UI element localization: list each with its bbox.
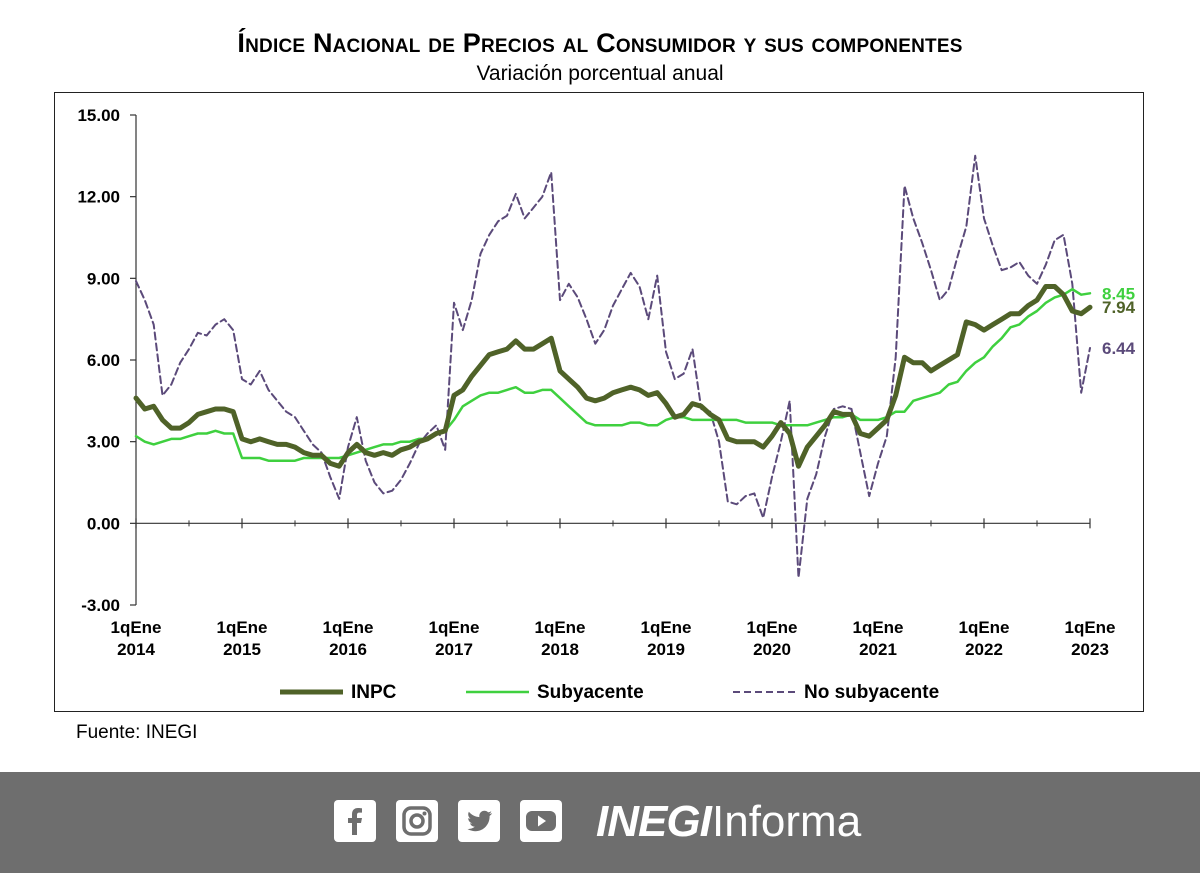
brand-logo-bold: INEGI (596, 797, 712, 846)
x-tick-label: 2017 (435, 640, 473, 659)
chart-svg: 15.00 12.00 9.00 6.00 3.00 0.00 -3.00 1qEne 2014… (77, 106, 1136, 703)
source-note: Fuente: INEGI (76, 722, 198, 743)
chart-legend: INPC Subyacente No subyacente (280, 682, 939, 703)
x-tick-label: 2022 (965, 640, 1003, 659)
x-tick-label: 2021 (859, 640, 897, 659)
x-tick-label: 2016 (329, 640, 367, 659)
chart-labels: 7.948.45 6.44 (1102, 284, 1136, 358)
chart-frame: 15.00 12.00 9.00 6.00 3.00 0.00 -3.00 1qEne 2014… (54, 92, 1144, 712)
chart-series (133, 154, 1093, 579)
x-tick-label: 1qEne (428, 618, 479, 637)
x-tick-label: 1qEne (534, 618, 585, 637)
x-tick-label: 1qEne (110, 618, 161, 637)
legend-label-subyacente: Subyacente (537, 682, 644, 703)
brand-logo-light: Informa (712, 797, 862, 846)
y-tick-label: 6.00 (87, 351, 120, 370)
x-tick-label: 1qEne (958, 618, 1009, 637)
x-tick-label: 2020 (753, 640, 791, 659)
y-tick-label: 3.00 (87, 433, 120, 452)
series-line-subyacente (134, 287, 1092, 462)
end-label-inpc: 7.94 (1102, 298, 1136, 317)
chart-subtitle: Variación porcentual anual (476, 62, 724, 85)
x-tick-label: 1qEne (216, 618, 267, 637)
series-line-no-subyacente (135, 154, 1091, 579)
x-tick-label: 2023 (1071, 640, 1109, 659)
x-tick-label: 1qEne (640, 618, 691, 637)
y-tick-label: 0.00 (87, 514, 120, 533)
facebook-icon[interactable] (334, 800, 376, 842)
x-tick-label: 2014 (117, 640, 155, 659)
x-tick-label: 1qEne (852, 618, 903, 637)
x-tick-label: 1qEne (1064, 618, 1115, 637)
legend-label-no-subyacente: No subyacente (804, 682, 939, 703)
footer-bar: INEGI Informa (0, 772, 1200, 873)
end-label-no-subyacente: 6.44 (1102, 339, 1136, 358)
chart-title: Índice Nacional de Precios al Consumidor… (237, 28, 963, 58)
instagram-icon[interactable] (396, 800, 438, 842)
y-tick-label: 12.00 (77, 188, 120, 207)
y-tick-label: 15.00 (77, 106, 120, 125)
x-tick-label: 2015 (223, 640, 261, 659)
x-tick-label: 1qEne (322, 618, 373, 637)
x-tick-label: 2018 (541, 640, 579, 659)
legend-label-inpc: INPC (351, 682, 397, 703)
y-tick-label: -3.00 (81, 596, 120, 615)
x-tick-label: 2019 (647, 640, 685, 659)
series-line-inpc (133, 284, 1093, 469)
youtube-icon[interactable] (520, 800, 562, 842)
x-tick-label: 1qEne (746, 618, 797, 637)
end-label-subyacente: 8.45 (1102, 284, 1135, 303)
y-tick-label: 9.00 (87, 269, 120, 288)
twitter-icon[interactable] (458, 800, 500, 842)
chart-axes: 15.00 12.00 9.00 6.00 3.00 0.00 -3.00 1qEne 2014… (77, 106, 1115, 659)
